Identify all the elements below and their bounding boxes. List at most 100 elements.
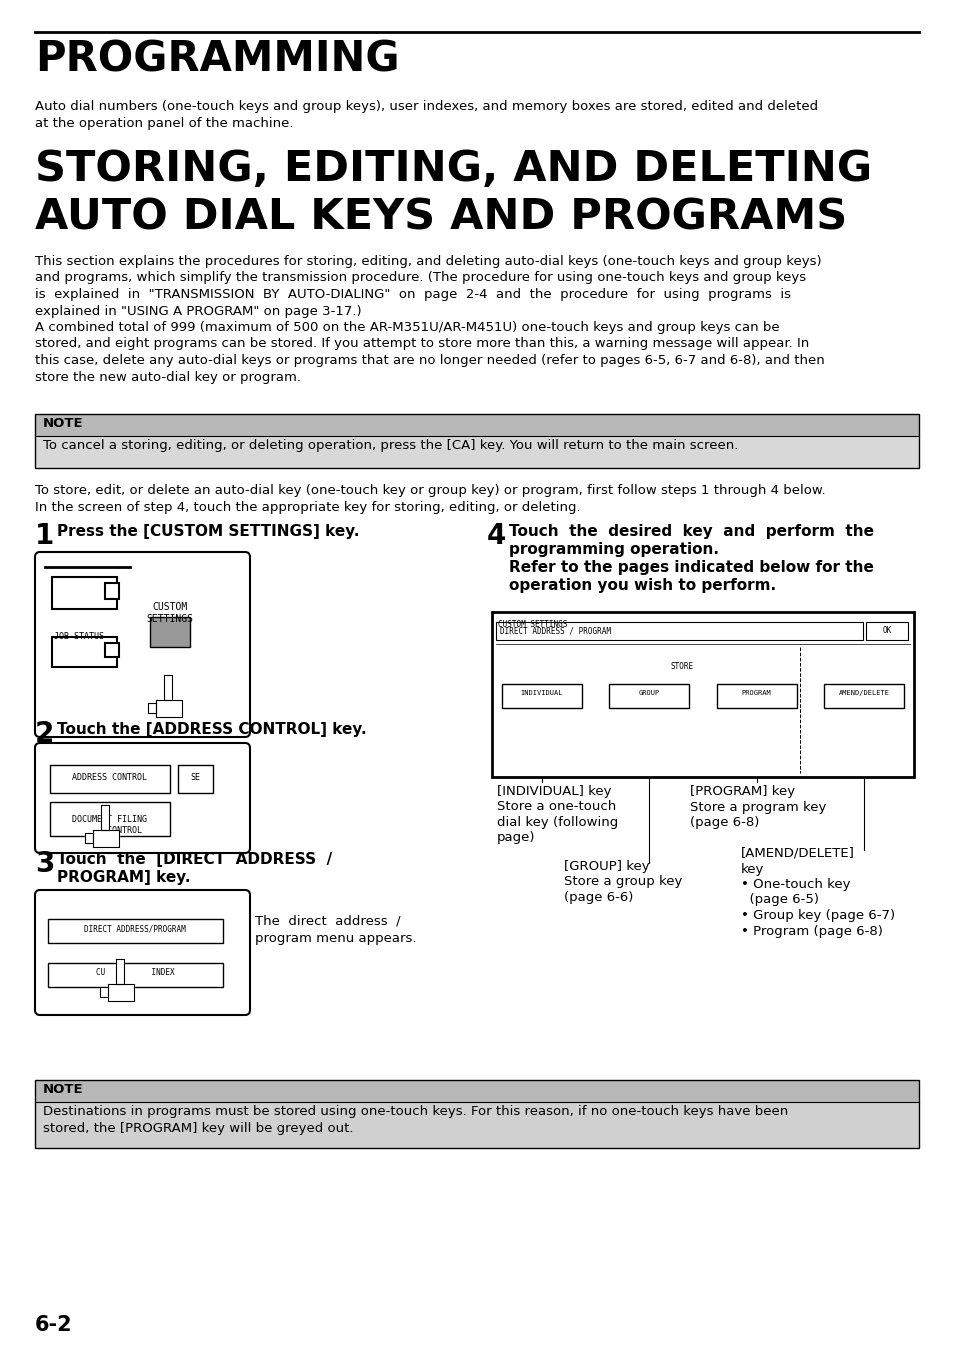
Text: Destinations in programs must be stored using one-touch keys. For this reason, i: Destinations in programs must be stored … <box>43 1105 787 1119</box>
Text: To cancel a storing, editing, or deleting operation, press the [CA] key. You wil: To cancel a storing, editing, or deletin… <box>43 439 738 453</box>
Text: (page 6-8): (page 6-8) <box>690 816 759 830</box>
Text: JOB STATUS: JOB STATUS <box>54 632 104 640</box>
FancyBboxPatch shape <box>35 890 250 1015</box>
Text: PROGRAM: PROGRAM <box>741 690 771 696</box>
Bar <box>48 919 223 943</box>
Text: CUSTOM
SETTINGS: CUSTOM SETTINGS <box>147 603 193 624</box>
Text: (page 6-6): (page 6-6) <box>563 892 633 904</box>
Polygon shape <box>164 676 172 700</box>
Text: Store a group key: Store a group key <box>563 875 681 889</box>
Text: GROUP: GROUP <box>638 690 659 696</box>
Text: this case, delete any auto-dial keys or programs that are no longer needed (refe: this case, delete any auto-dial keys or … <box>35 354 824 367</box>
Text: DIRECT ADDRESS/PROGRAM: DIRECT ADDRESS/PROGRAM <box>84 924 186 934</box>
Text: at the operation panel of the machine.: at the operation panel of the machine. <box>35 118 294 130</box>
Polygon shape <box>116 959 124 984</box>
Text: INDIVIDUAL: INDIVIDUAL <box>520 690 562 696</box>
Text: (page 6-5): (page 6-5) <box>740 893 818 907</box>
Bar <box>35 1079 918 1148</box>
Text: CUSTOM SETTINGS: CUSTOM SETTINGS <box>497 620 567 630</box>
Bar <box>865 621 907 640</box>
Text: Press the [CUSTOM SETTINGS] key.: Press the [CUSTOM SETTINGS] key. <box>57 524 359 539</box>
Bar <box>52 638 117 667</box>
Text: Store a one-touch: Store a one-touch <box>497 801 616 813</box>
Bar <box>50 765 170 793</box>
Text: AUTO DIAL KEYS AND PROGRAMS: AUTO DIAL KEYS AND PROGRAMS <box>35 196 846 238</box>
Text: This section explains the procedures for storing, editing, and deleting auto-dia: This section explains the procedures for… <box>35 255 821 267</box>
Text: stored, the [PROGRAM] key will be greyed out.: stored, the [PROGRAM] key will be greyed… <box>43 1121 354 1135</box>
Text: operation you wish to perform.: operation you wish to perform. <box>509 578 776 593</box>
Text: SE: SE <box>190 773 200 782</box>
Text: • Program (page 6-8): • Program (page 6-8) <box>740 924 882 938</box>
Bar <box>50 802 170 836</box>
Bar <box>35 1102 918 1148</box>
Bar <box>501 684 581 708</box>
Polygon shape <box>85 834 92 843</box>
Text: AMEND/DELETE: AMEND/DELETE <box>838 690 889 696</box>
Bar <box>150 617 190 647</box>
FancyBboxPatch shape <box>35 553 250 738</box>
Text: OK: OK <box>882 626 891 635</box>
Text: NOTE: NOTE <box>43 1084 84 1096</box>
Polygon shape <box>101 805 109 830</box>
Text: [INDIVIDUAL] key: [INDIVIDUAL] key <box>497 785 611 798</box>
Text: The  direct  address  /: The direct address / <box>254 915 400 928</box>
Text: store the new auto-dial key or program.: store the new auto-dial key or program. <box>35 370 301 384</box>
Text: [GROUP] key: [GROUP] key <box>563 861 649 873</box>
Bar <box>35 413 918 436</box>
Text: PROGRAMMING: PROGRAMMING <box>35 38 399 80</box>
Text: programming operation.: programming operation. <box>509 542 719 557</box>
Text: [AMEND/DELETE]: [AMEND/DELETE] <box>740 847 854 861</box>
Text: [PROGRAM] key: [PROGRAM] key <box>690 785 795 798</box>
Polygon shape <box>108 984 133 1001</box>
Text: A combined total of 999 (maximum of 500 on the AR-M351U/AR-M451U) one-touch keys: A combined total of 999 (maximum of 500 … <box>35 322 779 334</box>
Polygon shape <box>156 700 182 717</box>
Text: 6-2: 6-2 <box>35 1315 72 1335</box>
Text: Refer to the pages indicated below for the: Refer to the pages indicated below for t… <box>509 561 873 576</box>
FancyBboxPatch shape <box>35 743 250 852</box>
Text: • Group key (page 6-7): • Group key (page 6-7) <box>740 909 894 921</box>
Bar <box>35 413 918 467</box>
Bar <box>105 643 119 657</box>
Text: page): page) <box>497 831 535 844</box>
Text: Touch  the  [DIRECT  ADDRESS  /: Touch the [DIRECT ADDRESS / <box>57 852 332 867</box>
Bar <box>716 684 796 708</box>
Bar <box>823 684 903 708</box>
Text: Touch  the  desired  key  and  perform  the: Touch the desired key and perform the <box>509 524 873 539</box>
Text: ADDRESS CONTROL: ADDRESS CONTROL <box>72 773 148 782</box>
Text: 3: 3 <box>35 850 54 878</box>
Text: 2: 2 <box>35 720 54 748</box>
Text: is  explained  in  "TRANSMISSION  BY  AUTO-DIALING"  on  page  2-4  and  the  pr: is explained in "TRANSMISSION BY AUTO-DI… <box>35 288 790 301</box>
Text: NOTE: NOTE <box>43 417 84 430</box>
Polygon shape <box>92 830 119 847</box>
Text: In the screen of step 4, touch the appropriate key for storing, editing, or dele: In the screen of step 4, touch the appro… <box>35 501 580 513</box>
Bar <box>35 436 918 467</box>
Bar <box>609 684 688 708</box>
Bar <box>178 765 213 793</box>
Text: DOCUMENT FILING
      CONTROL: DOCUMENT FILING CONTROL <box>72 815 148 835</box>
Text: STORE: STORE <box>670 662 693 671</box>
Bar <box>105 584 119 598</box>
Text: PROGRAM] key.: PROGRAM] key. <box>57 870 191 885</box>
Bar <box>52 577 117 609</box>
Polygon shape <box>148 703 156 713</box>
Polygon shape <box>100 988 108 997</box>
Text: DIRECT ADDRESS / PROGRAM: DIRECT ADDRESS / PROGRAM <box>499 626 610 635</box>
Text: Store a program key: Store a program key <box>690 801 826 813</box>
Text: Touch the [ADDRESS CONTROL] key.: Touch the [ADDRESS CONTROL] key. <box>57 721 366 738</box>
Text: dial key (following: dial key (following <box>497 816 618 830</box>
Bar <box>492 612 913 777</box>
Text: program menu appears.: program menu appears. <box>254 932 416 944</box>
Text: STORING, EDITING, AND DELETING: STORING, EDITING, AND DELETING <box>35 149 871 190</box>
Text: • One-touch key: • One-touch key <box>740 878 849 892</box>
Bar <box>48 963 223 988</box>
Bar <box>35 1079 918 1102</box>
Text: 1: 1 <box>35 521 54 550</box>
Text: explained in "USING A PROGRAM" on page 3-17.): explained in "USING A PROGRAM" on page 3… <box>35 304 361 317</box>
Text: CU          INDEX: CU INDEX <box>95 969 174 977</box>
Text: key: key <box>740 862 763 875</box>
Bar <box>496 621 862 640</box>
Text: and programs, which simplify the transmission procedure. (The procedure for usin: and programs, which simplify the transmi… <box>35 272 805 285</box>
Text: To store, edit, or delete an auto-dial key (one-touch key or group key) or progr: To store, edit, or delete an auto-dial k… <box>35 484 824 497</box>
Text: Auto dial numbers (one-touch keys and group keys), user indexes, and memory boxe: Auto dial numbers (one-touch keys and gr… <box>35 100 818 113</box>
Text: stored, and eight programs can be stored. If you attempt to store more than this: stored, and eight programs can be stored… <box>35 338 808 350</box>
